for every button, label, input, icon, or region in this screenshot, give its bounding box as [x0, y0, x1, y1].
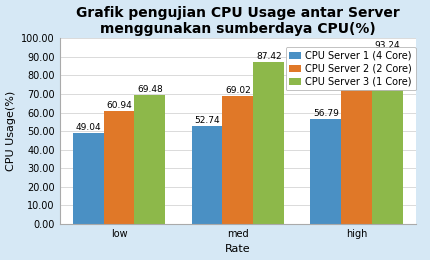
Bar — [104, 111, 135, 224]
Text: 69.48: 69.48 — [137, 85, 163, 94]
Bar — [253, 62, 284, 224]
Bar — [191, 126, 222, 224]
Bar — [341, 88, 372, 224]
Bar — [310, 119, 341, 224]
Text: 93.24: 93.24 — [375, 41, 400, 50]
Text: 56.79: 56.79 — [313, 109, 339, 118]
Text: 52.74: 52.74 — [194, 116, 220, 125]
Bar — [372, 51, 403, 224]
Bar — [73, 133, 104, 224]
Text: 60.94: 60.94 — [106, 101, 132, 110]
Bar — [135, 95, 166, 224]
Title: Grafik pengujian CPU Usage antar Server
menggunakan sumberdaya CPU(%): Grafik pengujian CPU Usage antar Server … — [76, 5, 400, 36]
X-axis label: Rate: Rate — [225, 244, 251, 255]
Text: 49.04: 49.04 — [75, 123, 101, 132]
Bar — [222, 96, 253, 224]
Text: 73.33: 73.33 — [344, 78, 370, 87]
Y-axis label: CPU Usage(%): CPU Usage(%) — [6, 91, 15, 171]
Legend: CPU Server 1 (4 Core), CPU Server 2 (2 Core), CPU Server 3 (1 Core): CPU Server 1 (4 Core), CPU Server 2 (2 C… — [286, 47, 416, 90]
Text: 69.02: 69.02 — [225, 86, 251, 95]
Text: 87.42: 87.42 — [256, 52, 282, 61]
